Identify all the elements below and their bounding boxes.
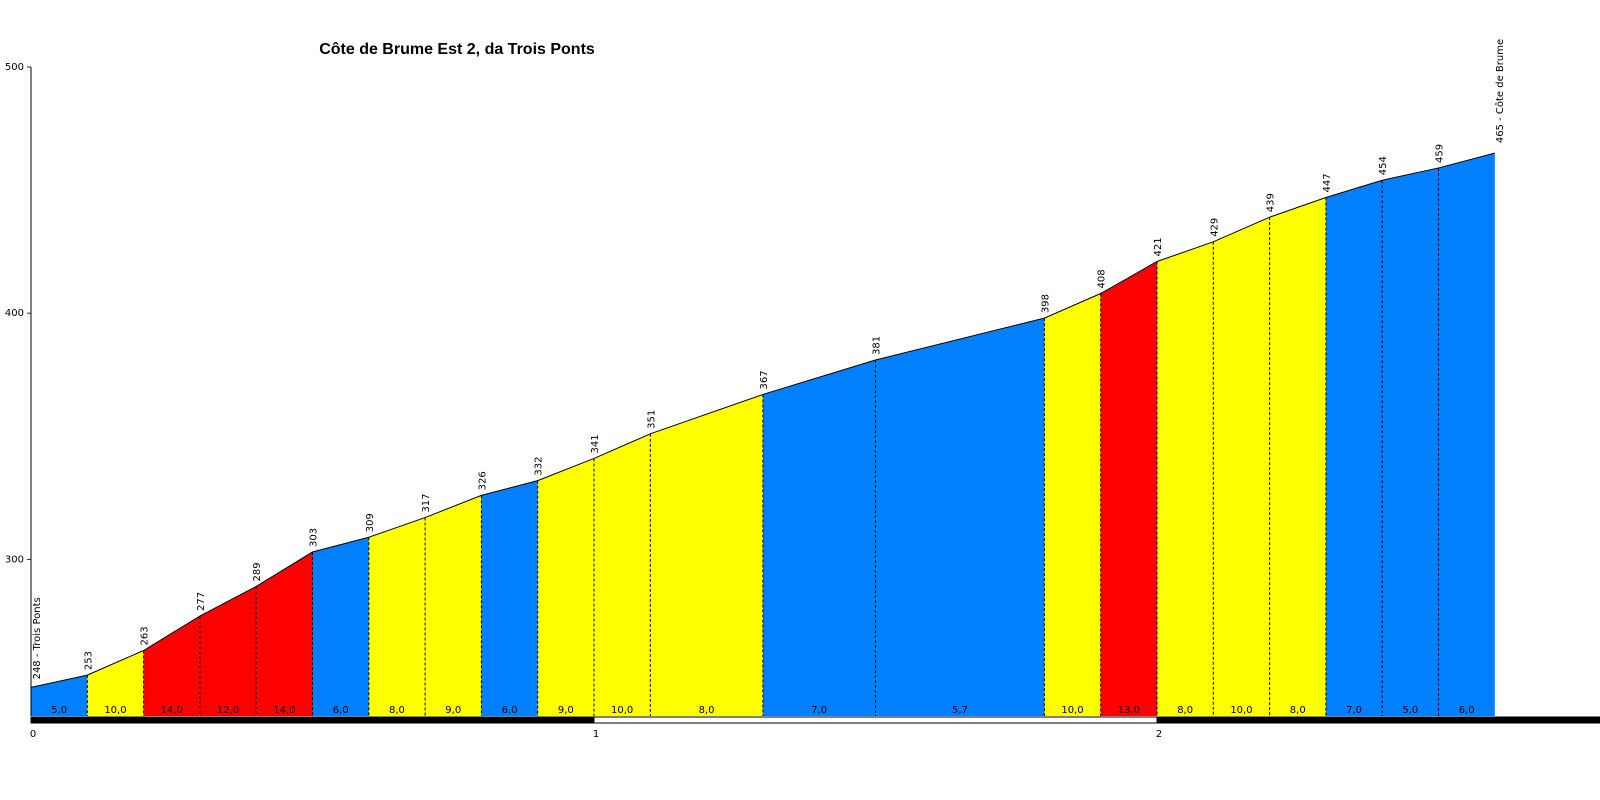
- altitude-label: 332: [534, 457, 545, 476]
- end-label: 465 - Côte de Brume: [1494, 39, 1506, 143]
- gradient-label: 9,0: [445, 705, 461, 716]
- chart-title: Côte de Brume Est 2, da Trois Ponts: [319, 41, 595, 58]
- profile-segment-9: [537, 458, 594, 716]
- x-axis: 0 1 2: [30, 716, 1600, 740]
- altitude-labels: 253 263 277 289 303 309 317 326 332 341 351 367 381 3…: [83, 144, 1445, 670]
- profile-segment-16: [1157, 241, 1214, 716]
- altitude-label: 341: [590, 434, 601, 453]
- altitude-label: 277: [196, 592, 207, 611]
- altitude-label: 263: [140, 626, 151, 645]
- gradient-label: 6,0: [333, 705, 349, 716]
- profile-segment-19: [1325, 180, 1383, 716]
- profile-segment-18: [1269, 197, 1326, 717]
- profile-line: [30, 152, 1495, 688]
- profile-segment-20: [1382, 167, 1439, 716]
- profile-segment-5: [312, 537, 369, 716]
- profile-segment-2: [143, 616, 200, 716]
- gradient-label: 5,0: [1402, 705, 1418, 716]
- profile-segment-11: [650, 394, 763, 716]
- x-tick-label: 1: [593, 729, 599, 740]
- altitude-label: 398: [1040, 294, 1051, 313]
- altitude-label: 326: [477, 471, 488, 490]
- km-bar-0: [30, 716, 595, 724]
- profile-segment-1: [87, 650, 144, 716]
- gradient-label: 10,0: [104, 705, 126, 716]
- gradient-label: 12,0: [217, 705, 239, 716]
- gradient-label: 8,0: [1290, 705, 1306, 716]
- gradient-label: 8,0: [389, 705, 405, 716]
- altitude-label: 351: [646, 410, 657, 429]
- profile-segment-6: [368, 517, 426, 716]
- altitude-label: 309: [365, 513, 376, 532]
- gradient-label: 14,0: [273, 705, 295, 716]
- profile-segment-10: [594, 433, 651, 716]
- profile-segments: [31, 153, 1495, 717]
- gradient-label: 7,0: [811, 705, 827, 716]
- km-bar-1: [593, 716, 1158, 724]
- gradient-label: 9,0: [558, 705, 574, 716]
- start-label: 248 - Trois Ponts: [32, 597, 43, 679]
- profile-segment-15: [1100, 261, 1157, 716]
- altitude-label: 303: [309, 528, 320, 547]
- gradient-label: 10,0: [1230, 705, 1252, 716]
- profile-segment-3: [199, 586, 257, 716]
- gradient-label: 10,0: [611, 705, 633, 716]
- altitude-label: 454: [1378, 156, 1389, 175]
- gradient-label: 14,0: [161, 705, 183, 716]
- altitude-label: 439: [1266, 193, 1277, 212]
- altitude-label: 253: [83, 651, 94, 670]
- gradient-label: 6,0: [502, 705, 518, 716]
- gradient-label: 7,0: [1346, 705, 1362, 716]
- profile-segment-21: [1438, 153, 1495, 717]
- gradient-label: 13,0: [1118, 705, 1140, 716]
- gradient-label: 8,0: [699, 705, 715, 716]
- profile-segment-0: [31, 675, 88, 716]
- gradient-label: 8,0: [1177, 705, 1193, 716]
- gradient-label: 5,7: [952, 705, 968, 716]
- segment-dividers: [86, 167, 1439, 716]
- profile-segment-14: [1044, 293, 1101, 716]
- y-tick-label: 400: [5, 308, 24, 319]
- profile-segment-4: [256, 552, 313, 716]
- y-axis: 300 400 500: [5, 62, 32, 716]
- y-tick-label: 300: [5, 554, 24, 565]
- km-bar-2: [1156, 716, 1600, 724]
- altitude-label: 421: [1153, 237, 1164, 256]
- gradient-label: 10,0: [1061, 705, 1083, 716]
- gradient-label: 6,0: [1459, 705, 1475, 716]
- profile-segment-17: [1213, 217, 1270, 716]
- altitude-label: 459: [1435, 144, 1446, 163]
- altitude-label: 317: [421, 493, 432, 512]
- profile-segment-12: [762, 359, 876, 716]
- x-tick-label: 0: [30, 729, 36, 740]
- altitude-label: 289: [252, 562, 263, 581]
- gradient-labels: 5,0 10,0 14,0 12,0 14,0 6,0 8,0 9,0 6,0 9,0 10,0 8,…: [51, 705, 1474, 716]
- altitude-label: 367: [759, 370, 770, 389]
- altitude-label: 447: [1322, 173, 1333, 192]
- altitude-label: 408: [1097, 269, 1108, 288]
- altitude-label: 429: [1209, 218, 1220, 237]
- altitude-label: 381: [872, 336, 883, 355]
- x-tick-label: 2: [1156, 729, 1162, 740]
- profile-segment-8: [481, 480, 538, 716]
- profile-segment-7: [425, 495, 482, 716]
- profile-segment-13: [875, 318, 1045, 716]
- gradient-label: 5,0: [51, 705, 67, 716]
- y-tick-label: 500: [5, 62, 24, 73]
